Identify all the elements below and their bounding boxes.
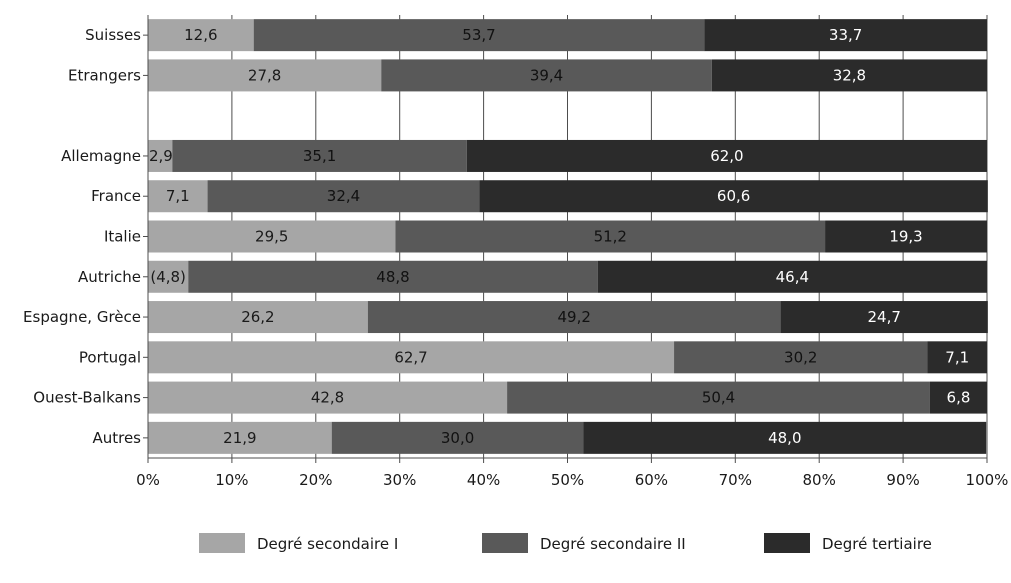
bar-segment — [148, 260, 189, 293]
legend-swatch — [199, 533, 245, 553]
x-tick-label: 30% — [383, 471, 416, 489]
bar-segment — [172, 139, 467, 172]
data-label: 32,8 — [833, 66, 866, 84]
category-label: Portugal — [79, 348, 141, 366]
axes: 0% 10% 20% 30% 40% 50% 60% 70% 80% 90% 100% Suisses… — [23, 15, 1008, 489]
data-label: 62,0 — [710, 147, 743, 165]
data-label: 49,2 — [558, 308, 591, 326]
x-tick-label: 70% — [719, 471, 752, 489]
bar-segment — [148, 139, 173, 172]
category-label: Espagne, Grèce — [23, 308, 141, 326]
bar-segment — [188, 260, 598, 293]
category-label: Etrangers — [68, 66, 141, 84]
data-label: 35,1 — [303, 147, 336, 165]
bar-segment — [927, 341, 987, 374]
x-tick-label: 80% — [803, 471, 836, 489]
data-label: 46,4 — [776, 268, 809, 286]
data-label: 30,0 — [441, 429, 474, 447]
bar-segment — [253, 19, 705, 52]
legend-swatch — [764, 533, 810, 553]
x-tick-label: 100% — [966, 471, 1009, 489]
legend-swatch — [482, 533, 528, 553]
category-label: Italie — [104, 228, 141, 246]
x-tick-label: 0% — [136, 471, 160, 489]
bar-segment — [381, 59, 712, 92]
category-label: Autres — [92, 429, 141, 447]
bar-segment — [674, 341, 928, 374]
bar-segment — [395, 220, 826, 253]
data-label: 6,8 — [947, 389, 971, 407]
x-tick-label: 40% — [467, 471, 500, 489]
data-label: 53,7 — [462, 26, 495, 44]
data-label: 51,2 — [594, 228, 627, 246]
bars: 12,6 53,7 33,7 27,8 39,4 32,8 2,9 35,1 62,0 7,1 32… — [148, 19, 988, 454]
bar-segment — [148, 381, 508, 414]
bar-segment — [148, 341, 675, 374]
x-tick-label: 60% — [635, 471, 668, 489]
bar-segment — [479, 180, 988, 213]
bar-segment — [207, 180, 480, 213]
data-label: 21,9 — [223, 429, 256, 447]
category-label: Suisses — [85, 26, 141, 44]
bar-segment — [148, 301, 368, 334]
data-label: 32,4 — [327, 187, 360, 205]
bar-segment — [148, 220, 396, 253]
data-label: 27,8 — [248, 66, 281, 84]
bar-segment — [466, 139, 987, 172]
bar-segment — [367, 301, 781, 334]
x-tick-label: 10% — [215, 471, 248, 489]
x-tick-label: 50% — [551, 471, 584, 489]
data-label: 62,7 — [394, 348, 427, 366]
data-label: 2,9 — [149, 147, 173, 165]
bar-segment — [825, 220, 987, 253]
bar-segment — [331, 421, 584, 454]
data-label: 48,0 — [768, 429, 801, 447]
bar-segment — [929, 381, 987, 414]
bar-segment — [507, 381, 930, 414]
data-label: 12,6 — [184, 26, 217, 44]
data-label: 30,2 — [784, 348, 817, 366]
bar-segment — [704, 19, 987, 52]
legend: Degré secondaire I Degré secondaire II Deg… — [199, 533, 932, 553]
data-label: 7,1 — [166, 187, 190, 205]
bar-segment — [597, 260, 987, 293]
data-label: 29,5 — [255, 228, 288, 246]
data-label: 33,7 — [829, 26, 862, 44]
x-tick-label: 90% — [886, 471, 919, 489]
category-label: Autriche — [78, 268, 141, 286]
legend-label: Degré tertiaire — [822, 535, 932, 553]
category-label: France — [91, 187, 141, 205]
data-label: 39,4 — [530, 66, 563, 84]
bar-segment — [148, 19, 254, 52]
data-label: 26,2 — [241, 308, 274, 326]
x-tick-label: 20% — [299, 471, 332, 489]
bar-segment — [780, 301, 988, 334]
data-label: 48,8 — [376, 268, 409, 286]
legend-label: Degré secondaire II — [540, 535, 686, 553]
bar-segment — [583, 421, 987, 454]
bar-segment — [148, 180, 208, 213]
data-label: 24,7 — [868, 308, 901, 326]
data-label: 60,6 — [717, 187, 750, 205]
legend-label: Degré secondaire I — [257, 535, 398, 553]
category-label: Allemagne — [61, 147, 141, 165]
data-label: (4,8) — [150, 268, 186, 286]
bar-segment — [148, 421, 332, 454]
bar-segment — [711, 59, 987, 92]
data-label: 7,1 — [945, 348, 969, 366]
bar-segment — [148, 59, 382, 92]
data-label: 19,3 — [889, 228, 922, 246]
data-label: 50,4 — [702, 389, 735, 407]
data-label: 42,8 — [311, 389, 344, 407]
category-label: Ouest-Balkans — [33, 389, 141, 407]
